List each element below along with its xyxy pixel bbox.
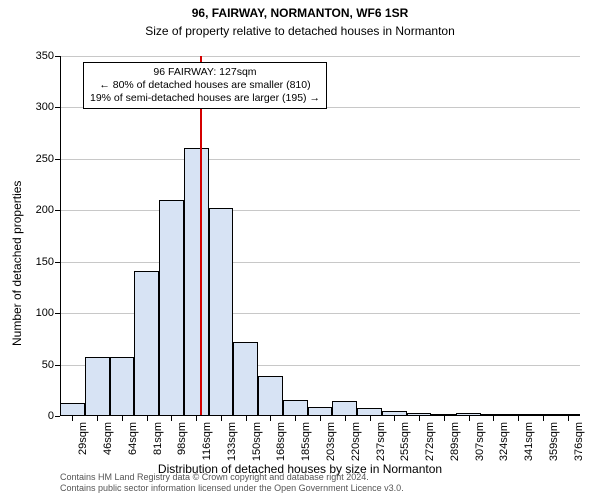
- y-axis-line: [60, 56, 61, 416]
- x-tick-mark: [196, 416, 197, 421]
- y-tick-label: 100: [36, 307, 54, 319]
- x-tick-mark: [444, 416, 445, 421]
- x-tick-mark: [370, 416, 371, 421]
- histogram-bar: [110, 357, 135, 416]
- x-tick-mark: [394, 416, 395, 421]
- x-tick-mark: [246, 416, 247, 421]
- x-tick-label: 341sqm: [523, 422, 535, 461]
- annotation-box: 96 FAIRWAY: 127sqm ← 80% of detached hou…: [83, 62, 327, 109]
- histogram-bar: [332, 401, 357, 416]
- annotation-line-1: 96 FAIRWAY: 127sqm: [90, 66, 320, 79]
- footer: Contains HM Land Registry data © Crown c…: [60, 472, 404, 495]
- histogram-bar: [85, 357, 110, 416]
- y-tick-label: 50: [42, 359, 54, 371]
- annotation-line-3: 19% of semi-detached houses are larger (…: [90, 92, 320, 105]
- x-tick-mark: [518, 416, 519, 421]
- chart-container: 96, FAIRWAY, NORMANTON, WF6 1SR Size of …: [0, 0, 600, 500]
- x-tick-mark: [419, 416, 420, 421]
- chart-title: 96, FAIRWAY, NORMANTON, WF6 1SR: [0, 6, 600, 20]
- x-tick-label: 168sqm: [275, 422, 287, 461]
- x-tick-label: 220sqm: [350, 422, 362, 461]
- y-tick-label: 0: [48, 410, 54, 422]
- y-tick-label: 200: [36, 204, 54, 216]
- x-tick-label: 203sqm: [325, 422, 337, 461]
- y-tick-label: 350: [36, 50, 54, 62]
- x-tick-label: 307sqm: [474, 422, 486, 461]
- x-tick-label: 237sqm: [375, 422, 387, 461]
- x-tick-label: 289sqm: [449, 422, 461, 461]
- histogram-bar: [258, 376, 283, 416]
- x-tick-label: 255sqm: [399, 422, 411, 461]
- y-tick-mark: [55, 416, 60, 417]
- x-tick-mark: [493, 416, 494, 421]
- y-tick-label: 150: [36, 256, 54, 268]
- x-tick-mark: [171, 416, 172, 421]
- reference-line: [200, 56, 202, 416]
- x-tick-label: 272sqm: [424, 422, 436, 461]
- x-tick-label: 185sqm: [300, 422, 312, 461]
- x-tick-label: 116sqm: [201, 422, 213, 460]
- x-tick-label: 29sqm: [77, 422, 89, 455]
- x-tick-mark: [469, 416, 470, 421]
- plot-area: 05010015020025030035029sqm46sqm64sqm81sq…: [60, 56, 580, 416]
- grid-line: [60, 159, 580, 160]
- grid-line: [60, 56, 580, 57]
- x-tick-mark: [320, 416, 321, 421]
- footer-line-1: Contains HM Land Registry data © Crown c…: [60, 472, 404, 483]
- x-tick-label: 359sqm: [548, 422, 560, 461]
- x-tick-mark: [122, 416, 123, 421]
- x-tick-label: 376sqm: [573, 422, 585, 461]
- x-tick-mark: [345, 416, 346, 421]
- histogram-bar: [134, 271, 159, 416]
- x-tick-label: 324sqm: [498, 422, 510, 461]
- x-tick-label: 64sqm: [127, 422, 139, 455]
- x-tick-label: 98sqm: [176, 422, 188, 455]
- x-tick-mark: [295, 416, 296, 421]
- y-tick-label: 300: [36, 101, 54, 113]
- annotation-line-2: ← 80% of detached houses are smaller (81…: [90, 79, 320, 92]
- x-tick-mark: [97, 416, 98, 421]
- x-tick-label: 150sqm: [251, 422, 263, 461]
- x-tick-mark: [221, 416, 222, 421]
- footer-line-2: Contains public sector information licen…: [60, 483, 404, 494]
- x-axis-line: [60, 415, 580, 416]
- x-tick-mark: [72, 416, 73, 421]
- histogram-bar: [283, 400, 308, 416]
- y-tick-label: 250: [36, 153, 54, 165]
- grid-line: [60, 262, 580, 263]
- histogram-bar: [60, 403, 85, 416]
- histogram-bar: [209, 208, 234, 416]
- x-tick-mark: [270, 416, 271, 421]
- histogram-bar: [159, 200, 184, 416]
- chart-subtitle: Size of property relative to detached ho…: [0, 24, 600, 38]
- x-tick-mark: [147, 416, 148, 421]
- x-tick-label: 81sqm: [152, 422, 164, 455]
- x-tick-label: 46sqm: [102, 422, 114, 455]
- histogram-bar: [184, 148, 209, 416]
- grid-line: [60, 210, 580, 211]
- histogram-bar: [233, 342, 258, 416]
- x-tick-mark: [543, 416, 544, 421]
- y-axis-title: Number of detached properties: [10, 181, 24, 346]
- x-tick-label: 133sqm: [226, 422, 238, 461]
- x-tick-mark: [568, 416, 569, 421]
